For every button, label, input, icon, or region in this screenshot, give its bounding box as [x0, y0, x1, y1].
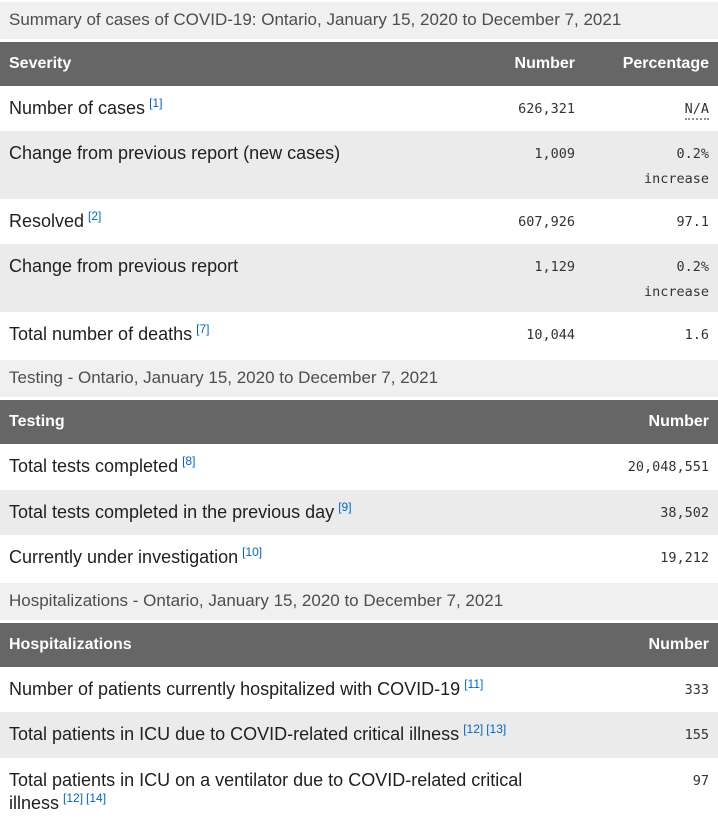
footnote-sup: [12] [463, 722, 483, 736]
percentage-value: 0.2% [676, 146, 709, 163]
column-header-percentage: Percentage [584, 41, 718, 86]
testing-table: Testing Number Total tests completed [8] … [0, 400, 718, 580]
footnote-link[interactable]: [12] [463, 722, 484, 737]
summary-table-caption: Summary of cases of COVID-19: Ontario, J… [0, 2, 718, 39]
footnote-sup: [14] [86, 791, 106, 805]
table-row: Total patients in ICU due to COVID-relat… [0, 712, 718, 758]
row-label-text: Total patients in ICU on a ventilator du… [9, 769, 523, 814]
number-cell: 20,048,551 [627, 459, 709, 476]
column-header-number: Number [454, 41, 584, 86]
row-label: Change from previous report [0, 244, 454, 312]
footnote-link[interactable]: [12] [63, 791, 84, 806]
row-label: Total tests completed [8] [0, 444, 602, 489]
number-cell: 38,502 [660, 504, 709, 521]
percentage-cell: 1.6 [684, 327, 709, 344]
table-row: Total tests completed in the previous da… [0, 489, 718, 535]
table-row: Change from previous report (new cases) … [0, 131, 718, 199]
footnote-sup: [9] [338, 500, 351, 514]
row-label-text: Number of patients currently hospitalize… [9, 679, 461, 700]
footnote-sup: [11] [464, 677, 483, 691]
na-abbreviation[interactable]: N/A [684, 100, 709, 120]
number-cell: 333 [684, 682, 709, 699]
footnote-link[interactable]: [2] [88, 208, 102, 223]
row-label-text: Total tests completed [9, 456, 179, 477]
footnote-sup: [1] [149, 96, 162, 110]
row-label: Total number of deaths [7] [0, 312, 454, 357]
row-label-text: Total tests completed in the previous da… [9, 501, 335, 522]
row-label: Number of cases [1] [0, 86, 454, 131]
row-label: Total tests completed in the previous da… [0, 490, 602, 535]
row-label-text: Total patients in ICU due to COVID-relat… [9, 724, 460, 745]
table-row: Total number of deaths [7] 10,044 1.6 [0, 312, 718, 357]
footnote-link[interactable]: [7] [196, 322, 210, 337]
percentage-qualifier: increase [643, 171, 709, 187]
number-cell: 626,321 [518, 100, 575, 117]
percentage-cell: 0.2% increase [584, 131, 718, 199]
row-label: Total patients in ICU due to COVID-relat… [0, 712, 602, 757]
table-row: Number of patients currently hospitalize… [0, 667, 718, 712]
header-row: Severity Number Percentage [0, 41, 718, 86]
footnote-link[interactable]: [11] [464, 677, 484, 692]
header-row: Testing Number [0, 400, 718, 445]
number-cell: 1,129 [534, 259, 575, 276]
hospitalizations-table-caption: Hospitalizations - Ontario, January 15, … [0, 583, 718, 621]
column-header-number: Number [602, 400, 718, 445]
row-label-text: Resolved [9, 210, 85, 231]
footnote-sup: [2] [88, 209, 101, 223]
number-cell: 155 [684, 727, 709, 744]
footnote-link[interactable]: [1] [149, 95, 163, 110]
row-label: Currently under investigation [10] [0, 535, 602, 580]
table-row: Resolved [2] 607,926 97.1 [0, 199, 718, 244]
percentage-value: 0.2% [676, 259, 709, 276]
footnote-link[interactable]: [13] [486, 722, 507, 737]
row-label-text: Currently under investigation [9, 546, 239, 567]
hospitalizations-table-header: Hospitalizations Number [0, 623, 718, 668]
table-row: Number of cases [1] 626,321 N/A [0, 86, 718, 131]
number-cell: 97 [692, 772, 709, 789]
number-cell: 10,044 [526, 327, 575, 344]
table-row: Change from previous report 1,129 0.2% i… [0, 244, 718, 313]
row-label-text: Change from previous report [9, 256, 239, 277]
footnote-sup: [7] [196, 322, 209, 336]
footnote-sup: [10] [242, 545, 262, 559]
footnote-link[interactable]: [10] [242, 544, 263, 559]
testing-table-header: Testing Number [0, 400, 718, 445]
percentage-cell: 0.2% increase [584, 244, 718, 312]
hospitalizations-table: Hospitalizations Number Number of patien… [0, 623, 718, 827]
testing-table-caption: Testing - Ontario, January 15, 2020 to D… [0, 360, 718, 398]
percentage-qualifier: increase [643, 284, 709, 301]
number-cell: 1,009 [534, 146, 575, 163]
column-header-severity: Severity [0, 41, 454, 86]
percentage-cell: N/A [584, 86, 718, 131]
number-cell: 607,926 [518, 213, 575, 230]
row-label-text: Change from previous report (new cases) [9, 143, 341, 164]
number-cell: 19,212 [660, 549, 709, 566]
row-label-text: Total number of deaths [9, 324, 193, 345]
table-row: Total tests completed [8] 20,048,551 [0, 444, 718, 489]
column-header-hospitalizations: Hospitalizations [0, 623, 602, 668]
column-header-number: Number [602, 623, 718, 668]
row-label-text: Number of cases [9, 97, 146, 118]
row-label: Number of patients currently hospitalize… [0, 667, 602, 712]
footnote-sup: [13] [486, 722, 506, 736]
footnote-sup: [8] [182, 454, 195, 468]
row-label: Resolved [2] [0, 199, 454, 244]
row-label: Change from previous report (new cases) [0, 131, 454, 199]
severity-table: Severity Number Percentage Number of cas… [0, 41, 718, 358]
footnote-link[interactable]: [14] [86, 791, 107, 806]
footnote-sup: [12] [63, 791, 83, 805]
footnote-link[interactable]: [9] [338, 499, 352, 514]
row-label: Total patients in ICU on a ventilator du… [0, 758, 602, 827]
footnote-link[interactable]: [8] [182, 454, 196, 469]
percentage-cell: 97.1 [676, 213, 709, 230]
table-row: Currently under investigation [10] 19,212 [0, 535, 718, 580]
header-row: Hospitalizations Number [0, 623, 718, 668]
severity-table-header: Severity Number Percentage [0, 41, 718, 86]
column-header-testing: Testing [0, 400, 602, 445]
table-row: Total patients in ICU on a ventilator du… [0, 758, 718, 827]
